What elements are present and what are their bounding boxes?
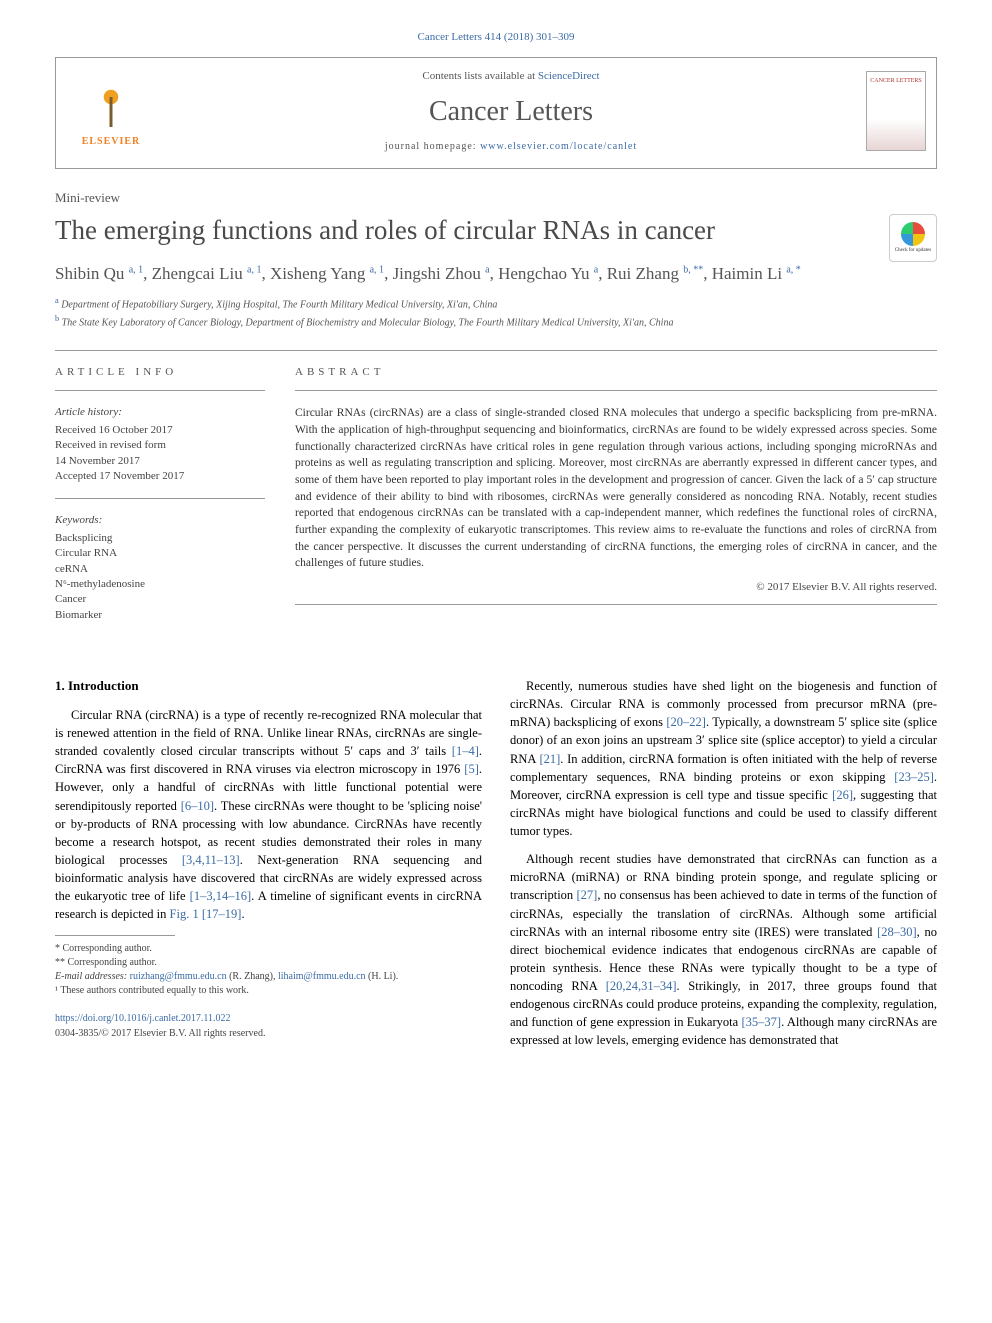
journal-header: ELSEVIER Contents lists available at Sci… <box>55 57 937 169</box>
email-2-name: (H. Li). <box>366 971 399 982</box>
contents-prefix: Contents lists available at <box>422 70 537 82</box>
email-2[interactable]: lihaim@fmmu.edu.cn <box>278 971 366 982</box>
abstract-label: ABSTRACT <box>295 365 937 380</box>
body-columns: 1. Introduction Circular RNA (circRNA) i… <box>55 677 937 1060</box>
email-1[interactable]: ruizhang@fmmu.edu.cn <box>130 971 227 982</box>
header-center: Contents lists available at ScienceDirec… <box>156 69 866 154</box>
abstract-copyright: © 2017 Elsevier B.V. All rights reserved… <box>295 580 937 595</box>
history-block: Received 16 October 2017Received in revi… <box>55 423 265 485</box>
sciencedirect-link[interactable]: ScienceDirect <box>538 70 600 82</box>
affiliation-a: Department of Hepatobiliary Surgery, Xij… <box>61 300 497 311</box>
affiliation-b: The State Key Laboratory of Cancer Biolo… <box>62 317 674 328</box>
elsevier-tree-icon <box>81 73 141 133</box>
elsevier-logo[interactable]: ELSEVIER <box>66 66 156 156</box>
intro-p2: Recently, numerous studies have shed lig… <box>510 677 937 840</box>
article-type: Mini-review <box>55 189 937 207</box>
keywords-block: BacksplicingCircular RNAceRNAN⁶-methylad… <box>55 531 265 623</box>
corr-1: * Corresponding author. <box>55 942 482 956</box>
divider <box>55 350 937 351</box>
emails-label: E-mail addresses: <box>55 971 130 982</box>
homepage-prefix: journal homepage: <box>385 141 480 152</box>
homepage-line: journal homepage: www.elsevier.com/locat… <box>156 140 866 154</box>
keywords-head: Keywords: <box>55 513 265 528</box>
body-left-column: 1. Introduction Circular RNA (circRNA) i… <box>55 677 482 1060</box>
email-1-name: (R. Zhang), <box>227 971 278 982</box>
issn-line: 0304-3835/© 2017 Elsevier B.V. All right… <box>55 1027 482 1042</box>
journal-name: Cancer Letters <box>156 92 866 131</box>
homepage-link[interactable]: www.elsevier.com/locate/canlet <box>480 141 637 152</box>
intro-heading: 1. Introduction <box>55 677 482 696</box>
history-head: Article history: <box>55 405 265 420</box>
check-updates-badge[interactable]: Check for updates <box>889 214 937 262</box>
cover-text: CANCER LETTERS <box>870 78 922 85</box>
corr-2: ** Corresponding author. <box>55 956 482 970</box>
emails: E-mail addresses: ruizhang@fmmu.edu.cn (… <box>55 970 482 984</box>
footnotes: * Corresponding author. ** Corresponding… <box>55 935 482 998</box>
intro-p1: Circular RNA (circRNA) is a type of rece… <box>55 706 482 924</box>
intro-p3: Although recent studies have demonstrate… <box>510 850 937 1049</box>
article-info: ARTICLE INFO Article history: Received 1… <box>55 365 265 637</box>
equal-contrib: ¹ These authors contributed equally to t… <box>55 984 482 998</box>
abstract-column: ABSTRACT Circular RNAs (circRNAs) are a … <box>295 365 937 637</box>
doi-link[interactable]: https://doi.org/10.1016/j.canlet.2017.11… <box>55 1012 482 1027</box>
body-right-column: Recently, numerous studies have shed lig… <box>510 677 937 1060</box>
journal-cover-thumbnail[interactable]: CANCER LETTERS <box>866 71 926 151</box>
contents-line: Contents lists available at ScienceDirec… <box>156 69 866 84</box>
citation-link[interactable]: Cancer Letters 414 (2018) 301–309 <box>55 30 937 45</box>
article-title: The emerging functions and roles of circ… <box>55 214 869 246</box>
affiliations: a Department of Hepatobiliary Surgery, X… <box>55 295 937 330</box>
info-label: ARTICLE INFO <box>55 365 265 380</box>
authors: Shibin Qu a, 1, Zhengcai Liu a, 1, Xishe… <box>55 262 937 286</box>
check-updates-text: Check for updates <box>895 247 931 254</box>
publisher-name: ELSEVIER <box>82 135 141 149</box>
abstract-text: Circular RNAs (circRNAs) are a class of … <box>295 405 937 572</box>
crossmark-icon <box>901 222 925 246</box>
